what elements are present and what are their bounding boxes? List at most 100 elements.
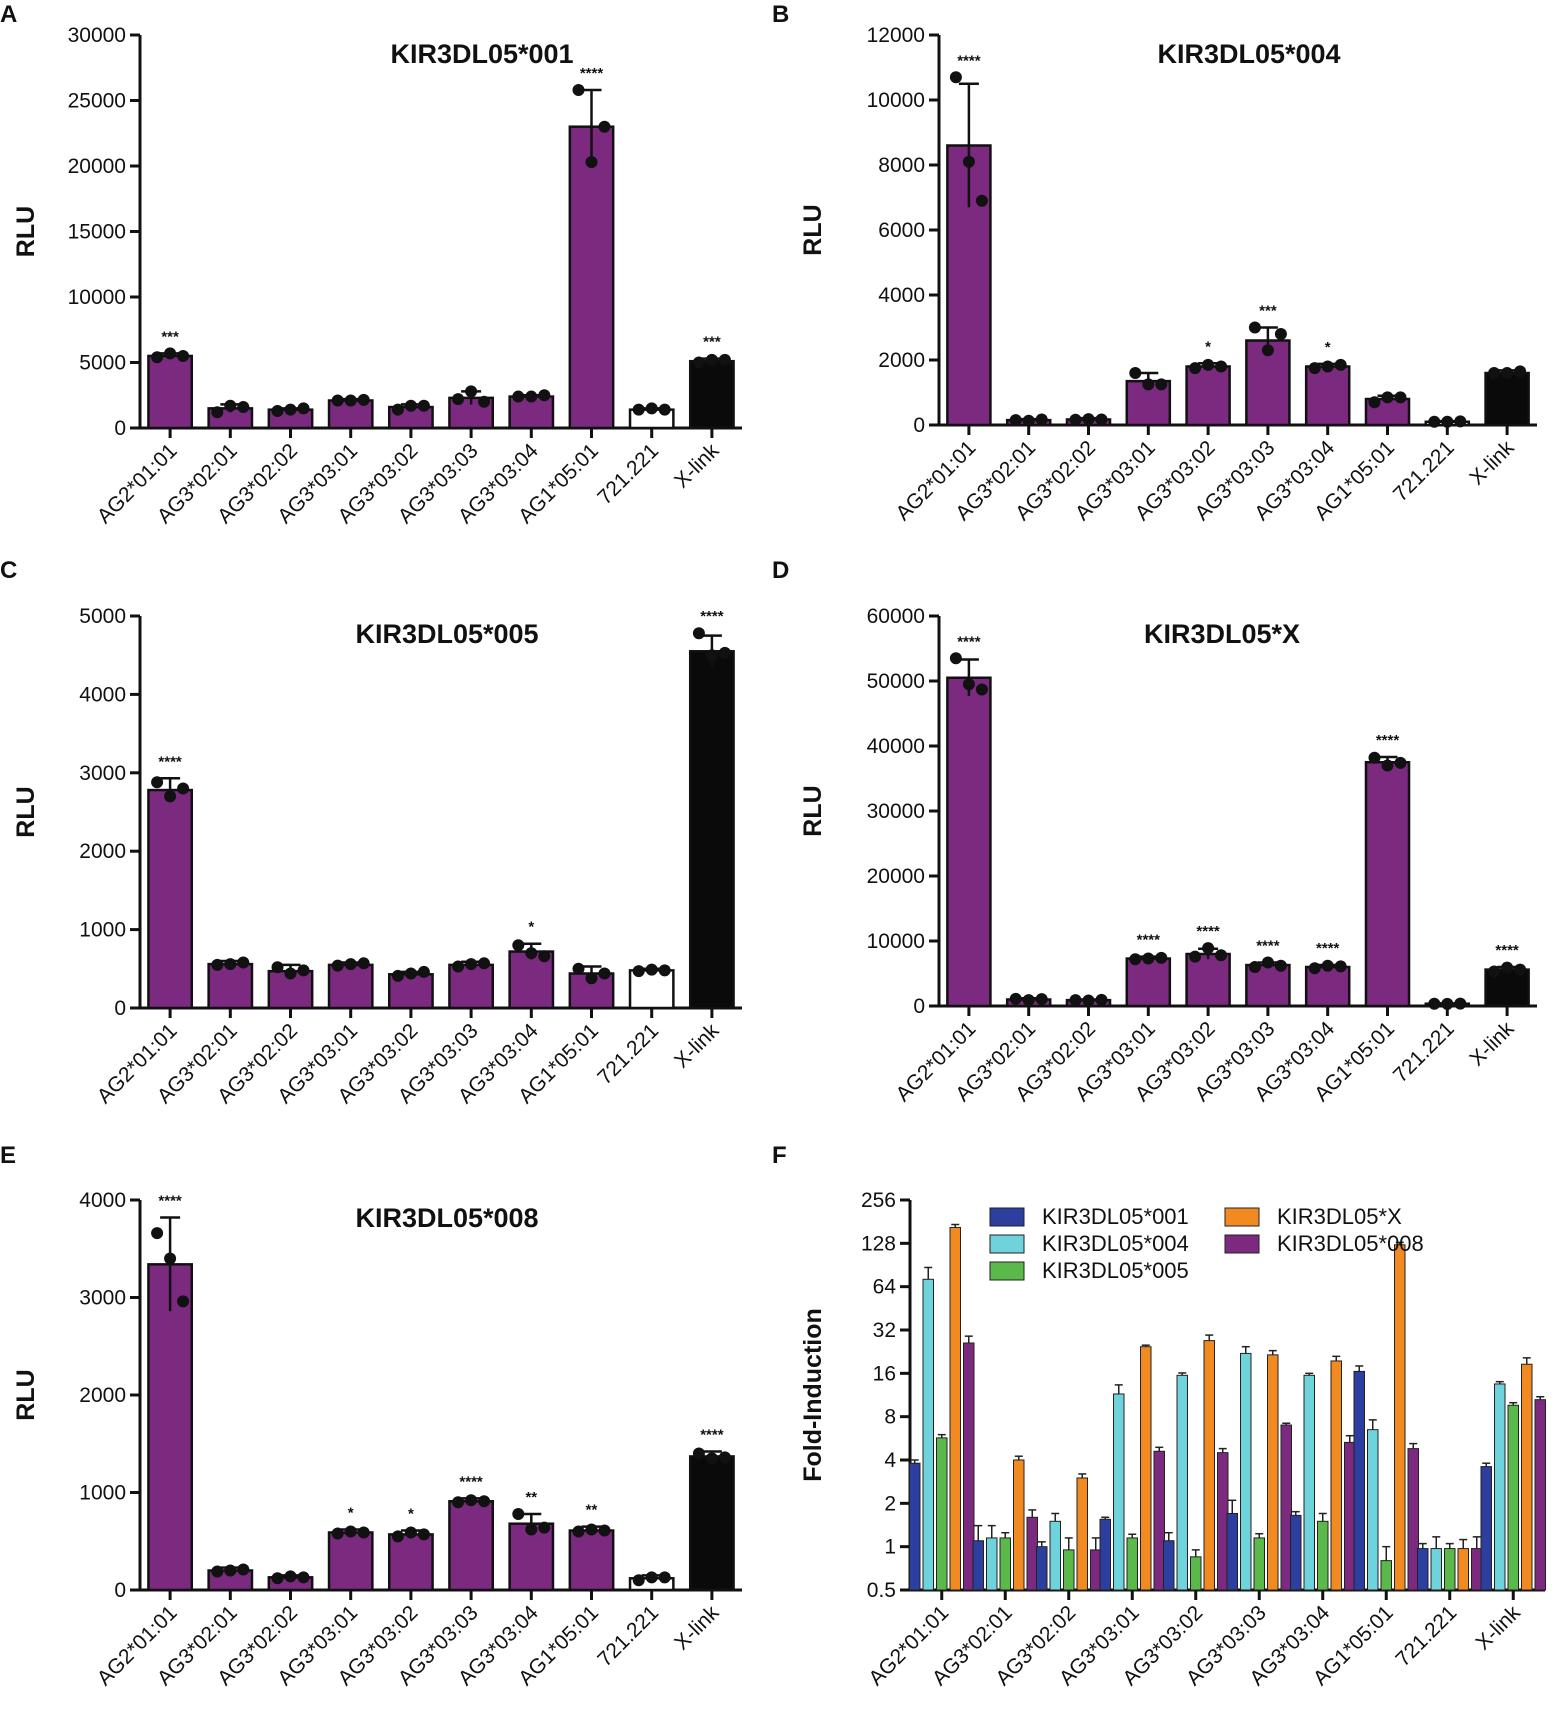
data-point bbox=[344, 1525, 357, 1538]
data-point bbox=[1334, 358, 1347, 371]
y-axis-label: Fold-Induction bbox=[799, 1308, 827, 1482]
bar bbox=[1026, 1516, 1038, 1591]
data-point bbox=[975, 683, 988, 696]
bar bbox=[909, 1462, 921, 1591]
y-tick-label: 32 bbox=[873, 1319, 896, 1342]
data-point bbox=[465, 1494, 478, 1507]
bar bbox=[1113, 1393, 1125, 1591]
y-tick-label: 50000 bbox=[867, 670, 925, 693]
bar bbox=[1203, 1340, 1215, 1591]
bar bbox=[1353, 1370, 1365, 1591]
data-point bbox=[1215, 949, 1228, 962]
x-tick-label: 721.221 bbox=[593, 439, 663, 509]
data-point bbox=[1189, 362, 1202, 375]
data-point bbox=[164, 347, 177, 360]
y-tick-label: 8000 bbox=[878, 154, 925, 177]
data-point bbox=[512, 939, 525, 952]
significance-label: *** bbox=[703, 334, 721, 351]
data-point bbox=[692, 1447, 705, 1460]
data-point bbox=[1155, 378, 1168, 391]
significance-label: **** bbox=[700, 1427, 724, 1444]
data-point bbox=[177, 1295, 190, 1308]
bar bbox=[1521, 1363, 1533, 1591]
x-tick-label: 721.221 bbox=[593, 1019, 663, 1089]
y-axis-label: RLU bbox=[12, 206, 40, 257]
data-point bbox=[1441, 415, 1454, 428]
panel-title: KIR3DL05*008 bbox=[355, 1203, 538, 1233]
bar bbox=[1484, 371, 1530, 427]
data-point bbox=[357, 1526, 370, 1539]
data-point bbox=[452, 1496, 465, 1509]
y-tick-label: 30000 bbox=[867, 800, 925, 823]
bar bbox=[1267, 1354, 1279, 1591]
data-point bbox=[1488, 367, 1501, 379]
significance-label: **** bbox=[1256, 937, 1280, 954]
data-point bbox=[1368, 396, 1381, 409]
data-point bbox=[1308, 362, 1321, 375]
y-tick-label: 30000 bbox=[68, 24, 126, 47]
y-tick-label: 0 bbox=[913, 414, 925, 437]
x-tick-label: X-link bbox=[670, 439, 724, 493]
data-point bbox=[391, 1530, 404, 1543]
bar bbox=[1049, 1520, 1061, 1591]
bar bbox=[387, 1533, 434, 1592]
data-point bbox=[297, 1571, 310, 1584]
significance-label: ** bbox=[525, 1489, 537, 1506]
bar bbox=[1290, 1514, 1302, 1591]
data-point bbox=[598, 967, 611, 980]
significance-label: *** bbox=[1259, 303, 1277, 320]
bar bbox=[1126, 1537, 1138, 1591]
panel-letter-F: F bbox=[772, 1142, 787, 1169]
panel-C: CKIR3DL05*005RLU010002000300040005000***… bbox=[0, 557, 742, 1108]
bar bbox=[1185, 365, 1231, 427]
data-point bbox=[404, 1526, 417, 1539]
significance-label: * bbox=[348, 1505, 354, 1522]
data-point bbox=[598, 120, 611, 133]
data-point bbox=[572, 84, 585, 97]
y-tick-label: 128 bbox=[861, 1232, 896, 1255]
legend-label: KIR3DL05*X bbox=[1277, 1204, 1402, 1229]
data-point bbox=[538, 389, 551, 402]
data-point bbox=[1248, 961, 1261, 973]
significance-label: **** bbox=[700, 608, 724, 625]
data-point bbox=[237, 1563, 250, 1576]
y-tick-label: 3000 bbox=[79, 1287, 126, 1310]
significance-label: **** bbox=[158, 1193, 182, 1210]
bar bbox=[1125, 957, 1172, 1008]
data-point bbox=[632, 1574, 645, 1587]
bar bbox=[1430, 1548, 1442, 1591]
data-point bbox=[1095, 413, 1108, 426]
y-tick-label: 1000 bbox=[79, 1482, 126, 1505]
x-tick-label: X-link bbox=[1471, 1601, 1525, 1655]
y-tick-label: 0 bbox=[114, 1579, 126, 1602]
bar bbox=[1240, 1352, 1252, 1591]
bar bbox=[1163, 1540, 1175, 1591]
panel-title: KIR3DL05*004 bbox=[1157, 39, 1340, 69]
bar bbox=[1494, 1383, 1506, 1591]
bar bbox=[1076, 1477, 1088, 1591]
y-tick-label: 16 bbox=[873, 1362, 896, 1385]
y-tick-label: 4000 bbox=[79, 683, 126, 706]
data-point bbox=[598, 1524, 611, 1537]
bar bbox=[688, 1455, 735, 1592]
data-point bbox=[478, 957, 491, 970]
bar bbox=[1153, 1450, 1165, 1591]
significance-label: **** bbox=[957, 633, 981, 650]
data-point bbox=[1022, 414, 1035, 427]
significance-label: **** bbox=[1316, 940, 1340, 957]
bar bbox=[207, 962, 254, 1010]
data-point bbox=[331, 959, 344, 972]
bar bbox=[1304, 365, 1351, 427]
x-tick-label: X-link bbox=[1465, 1017, 1519, 1071]
bar bbox=[327, 963, 374, 1010]
legend-swatch bbox=[989, 1261, 1025, 1281]
panel-title: KIR3DL05*X bbox=[1144, 619, 1300, 649]
data-point bbox=[1082, 413, 1095, 426]
data-point bbox=[1308, 962, 1321, 975]
data-point bbox=[151, 351, 164, 364]
y-axis-label: RLU bbox=[12, 1369, 40, 1420]
data-point bbox=[164, 790, 177, 803]
bar bbox=[1280, 1424, 1292, 1591]
data-point bbox=[237, 401, 250, 414]
